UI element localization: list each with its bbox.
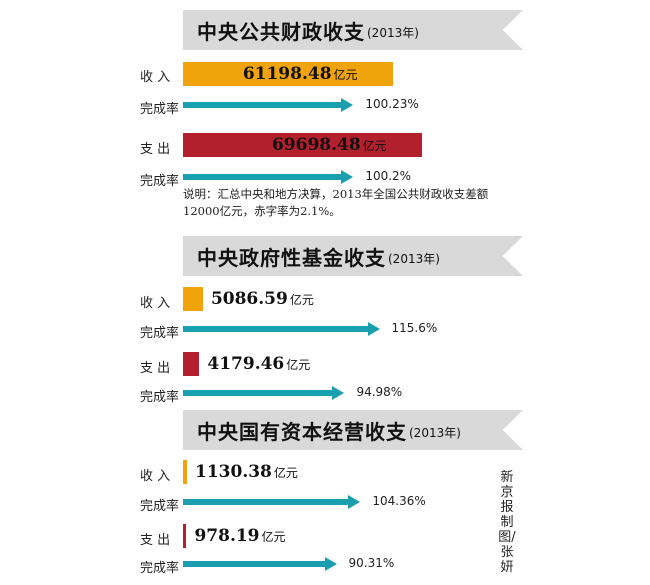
- expense-bar: [183, 524, 187, 548]
- section-header-public-finance: 中央公共财政收支 (2013年): [183, 10, 523, 50]
- section-title: 中央政府性基金收支: [197, 245, 386, 270]
- expense-rate-value: 100.2%: [365, 169, 412, 183]
- expense-rate-arrow: [183, 557, 337, 571]
- rate-label: 完成率: [140, 390, 180, 405]
- income-rate-value: 104.36%: [372, 494, 426, 508]
- expense-label: 支 出: [140, 142, 171, 157]
- expense-rate-value: 90.31%: [348, 556, 395, 570]
- note-text: 说明：汇总中央和地方决算，2013年全国公共财政收支差额12000亿元，赤字率为…: [183, 187, 489, 218]
- income-value: 1130.38 亿元: [195, 462, 298, 482]
- expense-bar: [183, 352, 200, 376]
- section-year: (2013年): [367, 25, 419, 40]
- income-bar: [183, 62, 393, 86]
- expense-label: 支 出: [140, 361, 171, 376]
- section-header-government-fund: 中央政府性基金收支 (2013年): [183, 236, 523, 276]
- section-title: 中央国有资本经营收支: [197, 419, 407, 444]
- expense-rate-value: 94.98%: [356, 385, 403, 399]
- income-label: 收 入: [140, 70, 171, 85]
- income-rate-arrow: [183, 98, 354, 112]
- section-year: (2013年): [409, 425, 461, 440]
- rate-label: 完成率: [140, 561, 180, 576]
- expense-bar: [183, 133, 422, 157]
- credit-text: 新京报制图/张妍: [498, 470, 516, 575]
- rate-label: 完成率: [140, 102, 180, 117]
- income-bar: [183, 287, 203, 311]
- rate-label: 完成率: [140, 326, 180, 341]
- expense-rate-arrow: [183, 170, 354, 184]
- expense-value: 4179.46 亿元: [207, 354, 311, 374]
- income-label: 收 入: [140, 296, 171, 311]
- rate-label: 完成率: [140, 174, 180, 189]
- income-rate-arrow: [183, 495, 361, 509]
- income-value: 5086.59 亿元: [210, 289, 314, 309]
- section-year: (2013年): [388, 251, 440, 266]
- income-value: 61198.48 亿元: [242, 64, 358, 84]
- income-bar: [183, 460, 187, 484]
- section-title: 中央公共财政收支: [197, 19, 365, 44]
- income-rate-value: 115.6%: [391, 321, 438, 335]
- income-label: 收 入: [140, 469, 171, 484]
- expense-value: 69698.48 亿元: [271, 135, 387, 155]
- income-rate-value: 100.23%: [365, 97, 419, 111]
- expense-label: 支 出: [140, 533, 171, 548]
- expense-value: 978.19 亿元: [194, 526, 286, 546]
- expense-rate-arrow: [183, 386, 345, 400]
- section-header-state-capital: 中央国有资本经营收支 (2013年): [183, 410, 523, 450]
- income-rate-arrow: [183, 322, 380, 336]
- rate-label: 完成率: [140, 499, 180, 514]
